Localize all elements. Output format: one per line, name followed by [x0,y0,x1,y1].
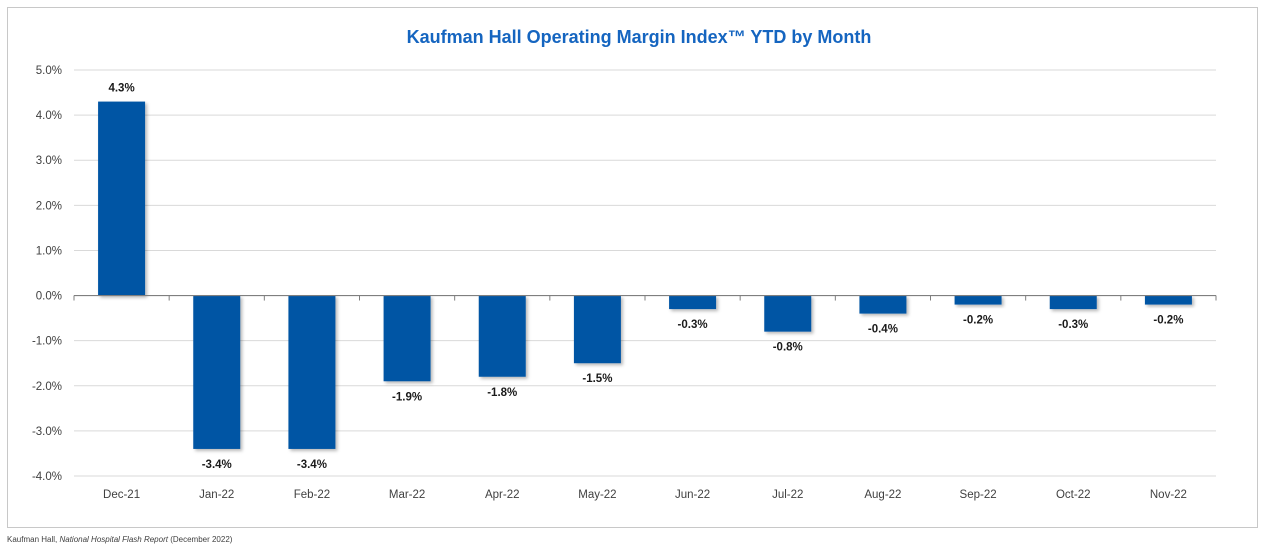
x-tick-label: Apr-22 [485,489,520,501]
bar [193,295,241,449]
x-axis-ticks: Dec-21 Jan-22 Feb-22 Mar-22 Apr-22 May-22 Jun-… [103,489,1187,501]
bar [573,295,621,364]
x-tick-label: Sep-22 [960,489,997,501]
source-org: Kaufman Hall, [7,535,60,544]
y-tick-label: -1.0% [32,336,62,348]
x-tick-label: Aug-22 [864,489,901,501]
y-tick-label: 5.0% [36,65,62,77]
x-tick-label: Feb-22 [294,489,330,501]
data-label: -1.5% [582,373,612,385]
data-label: -0.8% [773,342,803,354]
x-tick-label: Dec-21 [103,489,140,501]
y-axis-ticks: 5.0% 4.0% 3.0% 2.0% 1.0% 0.0% -1.0% -2.0% -3.0% -… [32,65,62,483]
x-axis [73,294,1217,301]
x-tick-label: Mar-22 [389,489,425,501]
x-tick-label: Jan-22 [199,489,234,501]
data-label: -0.4% [868,324,898,336]
x-tick-label: May-22 [578,489,616,501]
y-tick-label: 2.0% [36,200,62,212]
x-tick-label: Nov-22 [1150,489,1187,501]
source-note: Kaufman Hall, National Hospital Flash Re… [7,535,232,544]
source-date: (December 2022) [167,535,233,544]
y-tick-label: 3.0% [36,155,62,167]
bar [1049,295,1097,310]
data-label: -0.3% [678,319,708,331]
bar [859,295,907,314]
data-label: -0.2% [963,315,993,327]
bar [954,295,1002,305]
bar [383,295,431,382]
y-tick-label: 1.0% [36,245,62,257]
bar [288,295,336,449]
x-tick-label: Jul-22 [772,489,803,501]
bar [764,295,812,332]
y-tick-label: -3.0% [32,426,62,438]
gridlines [74,69,1216,477]
bar [669,295,717,310]
chart-title: Kaufman Hall Operating Margin Index™ YTD… [407,27,872,47]
y-tick-label: -2.0% [32,381,62,393]
data-labels: 4.3% -3.4% -3.4% -1.9% -1.8% -1.5% -0.3% -0.8% -… [108,83,1183,471]
data-label: -0.2% [1153,315,1183,327]
data-label: -1.8% [487,387,517,399]
data-label: -1.9% [392,391,422,403]
x-tick-label: Jun-22 [675,489,710,501]
data-label: -3.4% [202,459,232,471]
bar [98,101,146,296]
bars [98,101,1192,449]
x-tick-label: Oct-22 [1056,489,1091,501]
source-publication: National Hospital Flash Report [59,535,168,544]
data-label: -0.3% [1058,319,1088,331]
bar [478,295,526,377]
y-tick-label: 0.0% [36,291,62,303]
data-label: -3.4% [297,459,327,471]
y-tick-label: 4.0% [36,110,62,122]
bar [1144,295,1192,305]
data-label: 4.3% [108,83,134,95]
y-tick-label: -4.0% [32,471,62,483]
